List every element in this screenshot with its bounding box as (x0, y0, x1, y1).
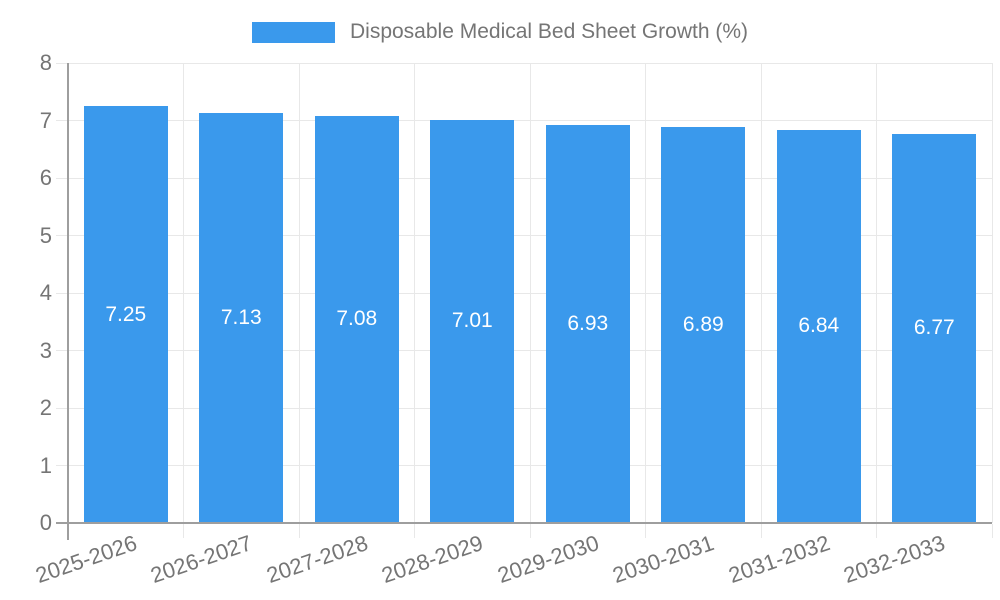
x-grid-line (645, 63, 646, 523)
bar[interactable] (83, 106, 168, 523)
y-tick-mark (56, 235, 68, 236)
x-tick-mark (298, 524, 300, 538)
bar-value-label: 7.08 (336, 307, 378, 331)
x-tick-mark (760, 524, 762, 538)
y-tick-mark (56, 407, 68, 409)
x-tick-label: 2028-2029 (378, 530, 487, 588)
y-tick-mark (56, 292, 68, 294)
x-tick-mark (529, 524, 531, 538)
bar-value-label: 7.13 (220, 306, 262, 329)
bar-value-label: 6.93 (567, 311, 609, 335)
y-axis-line (67, 63, 69, 540)
y-tick-label: 2 (39, 395, 52, 420)
y-tick-mark (56, 350, 68, 351)
y-tick-label: 3 (39, 337, 52, 363)
x-tick-mark (645, 524, 646, 538)
bar[interactable] (776, 129, 861, 523)
x-tick-label: 2025-2026 (31, 530, 140, 588)
x-tick-mark (991, 524, 993, 538)
bar[interactable] (314, 115, 399, 523)
bar-value-label: 6.77 (913, 316, 955, 340)
bar-value-label: 6.89 (682, 312, 724, 336)
x-grid-line (991, 63, 993, 523)
x-tick-label: 2030-2031 (609, 530, 718, 588)
y-tick-mark (56, 62, 68, 64)
y-tick-mark (56, 177, 68, 179)
bar[interactable] (430, 119, 515, 523)
y-tick-label: 5 (39, 222, 52, 248)
x-tick-mark (414, 524, 415, 538)
y-tick-label: 1 (39, 452, 52, 478)
legend-swatch (251, 21, 335, 43)
y-tick-label: 0 (39, 510, 52, 535)
bar[interactable] (545, 124, 630, 523)
x-grid-line (183, 63, 184, 523)
bar[interactable] (661, 126, 746, 523)
y-tick-label: 4 (39, 280, 52, 305)
bar-value-label: 7.01 (451, 309, 493, 333)
x-tick-label: 2032-2033 (840, 530, 949, 588)
x-tick-label: 2029-2030 (493, 530, 602, 588)
x-grid-line (760, 63, 762, 523)
x-tick-mark (876, 524, 877, 538)
x-grid-line (414, 63, 415, 523)
legend-item[interactable]: Disposable Medical Bed Sheet Growth (%) (0, 17, 1000, 47)
bar-value-label: 7.25 (105, 302, 147, 326)
bar[interactable] (199, 113, 284, 523)
x-tick-label: 2026-2027 (147, 530, 256, 588)
y-tick-label: 6 (39, 165, 52, 190)
y-tick-mark (56, 465, 68, 466)
bar[interactable] (892, 133, 977, 523)
y-tick-label: 7 (39, 107, 52, 133)
x-tick-label: 2027-2028 (262, 530, 371, 588)
x-axis-line (56, 522, 992, 524)
x-grid-line (298, 63, 300, 523)
y-tick-mark (56, 120, 68, 121)
legend-label: Disposable Medical Bed Sheet Growth (%) (349, 20, 748, 43)
x-tick-mark (183, 524, 184, 538)
bar-value-label: 6.84 (798, 314, 840, 338)
x-tick-label: 2031-2032 (724, 530, 833, 588)
x-grid-line (529, 63, 531, 523)
y-tick-label: 8 (39, 50, 52, 75)
x-grid-line (876, 63, 877, 523)
